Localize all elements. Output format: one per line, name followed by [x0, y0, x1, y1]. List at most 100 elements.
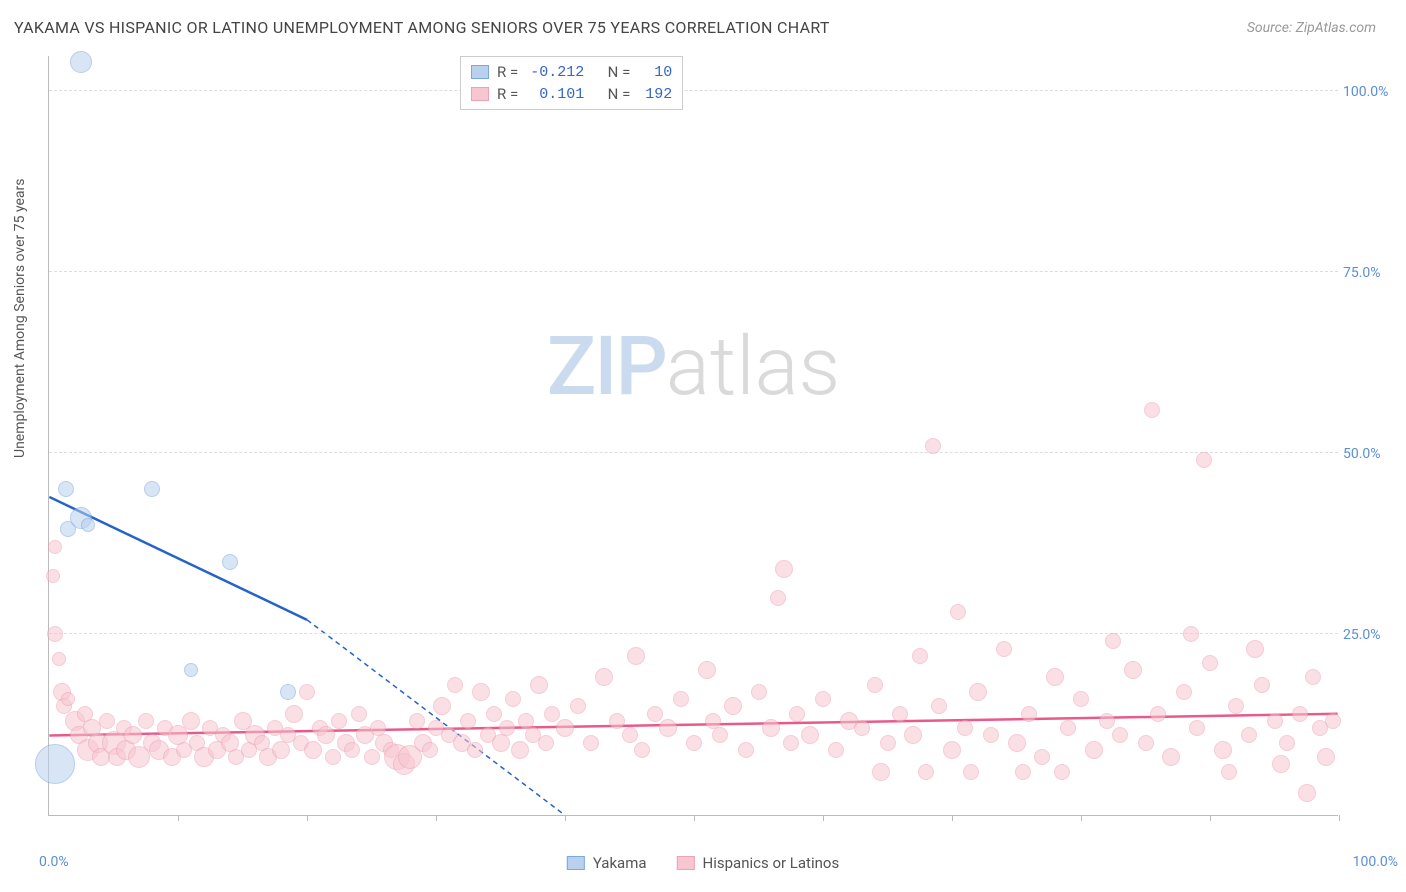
r-label: R =	[497, 63, 518, 81]
data-point	[35, 744, 75, 784]
gridline	[49, 90, 1338, 91]
gridline	[49, 633, 1338, 634]
data-point	[1317, 748, 1335, 766]
plot-area: ZIPatlas 0.0% 100.0% 25.0%50.0%75.0%100.…	[48, 56, 1338, 816]
bottom-legend: YakamaHispanics or Latinos	[567, 854, 839, 872]
x-tick	[436, 815, 437, 821]
data-point	[467, 742, 483, 758]
data-point	[1008, 734, 1026, 752]
data-point	[583, 735, 599, 751]
legend-item: Yakama	[567, 854, 647, 872]
data-point	[1034, 749, 1050, 765]
data-point	[775, 560, 793, 578]
data-point	[285, 705, 303, 723]
data-point	[1112, 727, 1128, 743]
watermark-zip: ZIP	[547, 319, 666, 415]
data-point	[659, 719, 677, 737]
data-point	[912, 648, 928, 664]
data-point	[46, 569, 60, 583]
data-point	[499, 720, 515, 736]
data-point	[1124, 661, 1142, 679]
data-point	[1176, 684, 1192, 700]
source-label: Source: ZipAtlas.com	[1247, 20, 1376, 36]
data-point	[828, 742, 844, 758]
data-point	[1214, 741, 1232, 759]
data-point	[1046, 668, 1064, 686]
data-point	[634, 742, 650, 758]
data-point	[880, 735, 896, 751]
data-point	[1267, 713, 1283, 729]
data-point	[299, 684, 315, 700]
data-point	[47, 626, 63, 642]
chart-title: YAKAMA VS HISPANIC OR LATINO UNEMPLOYMEN…	[14, 18, 830, 37]
data-point	[331, 713, 347, 729]
data-point	[969, 683, 987, 701]
data-point	[1221, 764, 1237, 780]
data-point	[1272, 755, 1290, 773]
y-tick-label: 25.0%	[1343, 627, 1398, 643]
data-point	[1150, 706, 1166, 722]
data-point	[570, 698, 586, 714]
data-point	[698, 661, 716, 679]
x-tick	[178, 815, 179, 821]
watermark-atlas: atlas	[666, 319, 840, 415]
data-point	[1073, 691, 1089, 707]
n-label: N =	[608, 63, 631, 81]
data-point	[433, 697, 451, 715]
y-tick-label: 75.0%	[1343, 265, 1398, 281]
x-tick	[1339, 815, 1340, 821]
data-point	[983, 727, 999, 743]
data-point	[99, 713, 115, 729]
data-point	[280, 684, 296, 700]
data-point	[762, 719, 780, 737]
n-value: 10	[638, 64, 672, 81]
data-point	[1060, 720, 1076, 736]
data-point	[1144, 402, 1160, 418]
data-point	[344, 742, 360, 758]
data-point	[1228, 698, 1244, 714]
y-tick-label: 50.0%	[1343, 446, 1398, 462]
legend-label: Yakama	[593, 854, 647, 872]
data-point	[789, 706, 805, 722]
stats-row: R =-0.212 N =10	[471, 61, 672, 83]
x-tick	[565, 815, 566, 821]
data-point	[1054, 764, 1070, 780]
data-point	[81, 518, 95, 532]
data-point	[1183, 626, 1199, 642]
data-point	[70, 51, 92, 73]
r-label: R =	[497, 85, 518, 103]
data-point	[52, 652, 66, 666]
x-tick	[307, 815, 308, 821]
x-axis-max-label: 100.0%	[1353, 854, 1398, 870]
data-point	[124, 726, 142, 744]
data-point	[317, 726, 335, 744]
data-point	[486, 706, 502, 722]
data-point	[872, 763, 890, 781]
data-point	[511, 741, 529, 759]
data-point	[492, 734, 510, 752]
data-point	[182, 712, 200, 730]
data-point	[783, 735, 799, 751]
data-point	[815, 691, 831, 707]
data-point	[609, 713, 625, 729]
data-point	[627, 647, 645, 665]
data-point	[409, 713, 425, 729]
data-point	[1162, 748, 1180, 766]
data-point	[58, 481, 74, 497]
data-point	[770, 590, 786, 606]
data-point	[957, 720, 973, 736]
x-tick	[952, 815, 953, 821]
data-point	[963, 764, 979, 780]
data-point	[544, 706, 560, 722]
r-value: 0.101	[526, 86, 584, 103]
data-point	[1305, 669, 1321, 685]
legend-swatch	[471, 65, 489, 79]
data-point	[867, 677, 883, 693]
legend-swatch	[567, 856, 585, 870]
data-point	[556, 719, 574, 737]
data-point	[325, 749, 341, 765]
trend-lines	[49, 56, 1338, 815]
data-point	[925, 438, 941, 454]
data-point	[1246, 640, 1264, 658]
data-point	[364, 749, 380, 765]
